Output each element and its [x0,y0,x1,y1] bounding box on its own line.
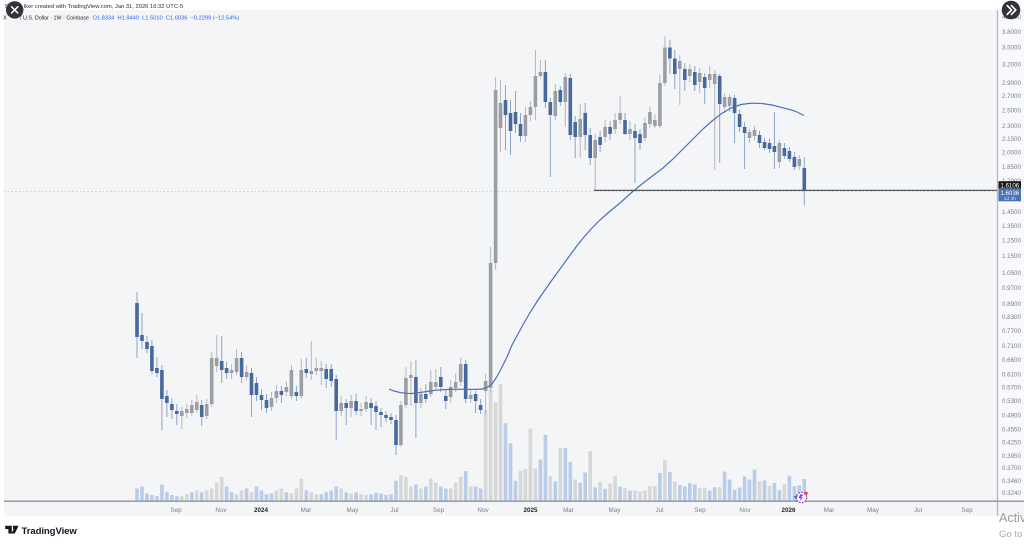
svg-text:0.3950: 0.3950 [1002,453,1021,460]
svg-text:2025: 2025 [523,507,538,514]
svg-text:2.1500: 2.1500 [1002,136,1021,143]
svg-text:May: May [347,507,360,514]
svg-text:Sep: Sep [961,507,973,514]
svg-text:1.3500: 1.3500 [1002,223,1021,230]
svg-text:Sep: Sep [433,507,445,514]
svg-text:Jul: Jul [655,507,663,514]
svg-text:X: X [3,16,7,22]
svg-text:0.7700: 0.7700 [1002,328,1021,335]
svg-text:0.5700: 0.5700 [1002,384,1021,391]
svg-text:0.6100: 0.6100 [1002,372,1021,379]
svg-text:0.6600: 0.6600 [1002,357,1021,364]
svg-text:0.8300: 0.8300 [1002,314,1021,321]
svg-text:0.3700: 0.3700 [1002,465,1021,472]
svg-text:1.6106: 1.6106 [1000,182,1019,189]
svg-text:0.8900: 0.8900 [1002,301,1021,308]
svg-text:Jul: Jul [390,507,398,514]
svg-text:1d 3h: 1d 3h [1004,196,1017,202]
svg-text:3.8000: 3.8000 [1002,29,1021,36]
svg-text:1.8500: 1.8500 [1002,164,1021,171]
svg-text:0.4250: 0.4250 [1002,439,1021,446]
svg-text:2.9000: 2.9000 [1002,80,1021,87]
svg-text:Go to Setti: Go to Setti [999,529,1024,540]
svg-text:0.4550: 0.4550 [1002,427,1021,434]
svg-text:Jul: Jul [914,507,922,514]
svg-text:3.2000: 3.2000 [1002,61,1021,68]
svg-text:2024: 2024 [254,507,269,514]
svg-text:0.9700: 0.9700 [1002,285,1021,292]
svg-text:Mar: Mar [824,507,835,514]
svg-text:May: May [867,507,880,514]
svg-text:0.3460: 0.3460 [1002,478,1021,485]
svg-text:Nov: Nov [215,507,227,514]
svg-text:2.5000: 2.5000 [1002,108,1021,115]
svg-text:2.0000: 2.0000 [1002,149,1021,156]
svg-text:Nov: Nov [739,507,751,514]
svg-text:1.0500: 1.0500 [1002,270,1021,277]
svg-text:3.5000: 3.5000 [1002,45,1021,52]
svg-text:1.6036: 1.6036 [1000,190,1019,197]
svg-text:May: May [609,507,622,514]
svg-text:0.3240: 0.3240 [1002,490,1021,497]
svg-text:O1.8334 H1.9440 L1.5010 C1.: O1.8334 H1.9440 L1.5010 C1.6036 −0.2299 … [93,16,240,22]
svg-text:0.5300: 0.5300 [1002,398,1021,405]
svg-text:Activate W: Activate W [999,511,1024,525]
svg-text:Sep: Sep [170,507,182,514]
svg-text:Mar: Mar [301,507,312,514]
svg-text:2026: 2026 [781,507,796,514]
svg-text:Sep: Sep [694,507,706,514]
svg-text:2.7000: 2.7000 [1002,93,1021,100]
svg-text:/ U.S. Dollar · 1W · Coinbase: / U.S. Dollar · 1W · Coinbase [20,16,89,22]
svg-text:2.3000: 2.3000 [1002,123,1021,130]
svg-text:Nov: Nov [477,507,489,514]
svg-text:Mar: Mar [563,507,574,514]
svg-text:TradingView: TradingView [22,526,78,537]
svg-text:1.2500: 1.2500 [1002,237,1021,244]
svg-text:1.4500: 1.4500 [1002,209,1021,216]
svg-text:lker created with TradingView.: lker created with TradingView.com, Jan 3… [24,4,183,10]
svg-text:0.7100: 0.7100 [1002,343,1021,350]
svg-text:1.1500: 1.1500 [1002,253,1021,260]
svg-text:0.4900: 0.4900 [1002,413,1021,420]
